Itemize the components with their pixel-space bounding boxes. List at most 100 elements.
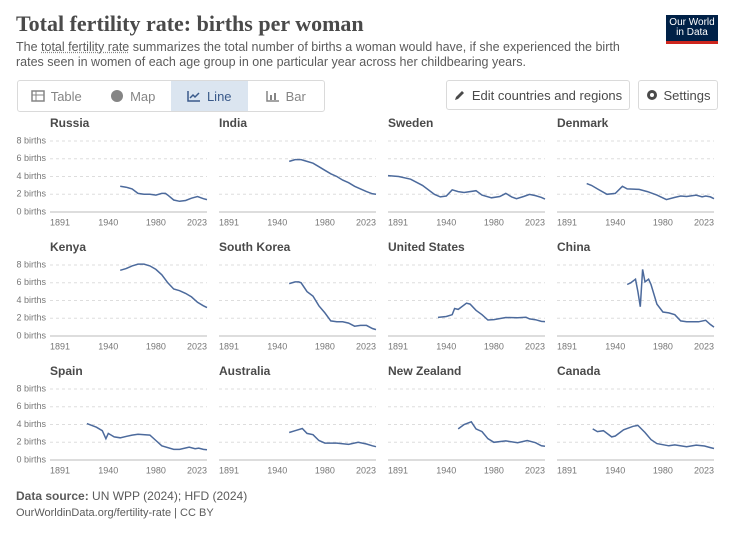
y-tick-label: 4 births [16, 295, 46, 305]
chart-title: Denmark [557, 116, 609, 130]
x-tick-label: 1891 [388, 217, 408, 227]
line [437, 302, 546, 323]
chart-title: Sweden [388, 116, 433, 130]
line [288, 158, 377, 196]
x-tick-label: 1980 [484, 465, 504, 475]
x-tick-label: 1940 [98, 465, 118, 475]
chart-title: China [557, 240, 591, 254]
line [457, 420, 546, 447]
x-tick-label: 2023 [525, 217, 545, 227]
tab-label: Map [130, 88, 156, 104]
chart-title: Russia [50, 116, 90, 130]
x-tick-label: 1940 [98, 341, 118, 351]
x-tick-label: 2023 [356, 465, 376, 475]
x-tick-label: 1980 [315, 465, 335, 475]
x-tick-label: 1940 [436, 217, 456, 227]
chart-title: Australia [219, 364, 271, 378]
x-tick-label: 1891 [557, 341, 577, 351]
tab-bar: Table Map Line Bar [17, 80, 325, 112]
subtitle: The total fertility rate summarizes the … [16, 40, 646, 70]
chart-title: United States [388, 240, 465, 254]
icon [646, 90, 657, 100]
y-tick-label: 2 births [16, 437, 46, 447]
x-tick-label: 1980 [653, 217, 673, 227]
button-label: Edit countries and regions [471, 87, 623, 103]
x-tick-label: 2023 [694, 341, 714, 351]
line [626, 269, 715, 328]
y-tick-label: 4 births [16, 419, 46, 429]
y-tick-label: 6 births [16, 277, 46, 287]
logo[interactable]: Our World in Data [666, 15, 718, 44]
chart-title: New Zealand [388, 364, 461, 378]
title: Total fertility rate: births per woman [16, 11, 364, 36]
chart-title: Spain [50, 364, 83, 378]
tab[interactable]: Bar [248, 81, 325, 111]
line [387, 174, 546, 200]
x-tick-label: 1891 [219, 217, 239, 227]
x-tick-label: 1980 [315, 341, 335, 351]
y-tick-label: 2 births [16, 189, 46, 199]
tab[interactable]: Map [95, 81, 172, 111]
x-tick-label: 1980 [315, 217, 335, 227]
line [120, 185, 208, 203]
x-tick-label: 1940 [267, 341, 287, 351]
x-tick-label: 1891 [50, 341, 70, 351]
x-tick-label: 2023 [694, 465, 714, 475]
tab-label: Bar [285, 88, 306, 104]
x-tick-label: 1891 [50, 465, 70, 475]
url[interactable]: OurWorldinData.org/fertility-rate | CC B… [16, 507, 214, 519]
y-tick-label: 0 births [16, 454, 46, 464]
tab-label: Table [50, 88, 82, 104]
y-tick-label: 8 births [16, 259, 46, 269]
tab[interactable]: Line [171, 81, 248, 111]
chart-title: South Korea [219, 240, 291, 254]
x-tick-label: 2023 [525, 341, 545, 351]
edit-button[interactable]: Edit countries and regions [446, 80, 630, 110]
settings-button[interactable]: Settings [638, 80, 718, 110]
x-tick-label: 2023 [187, 465, 207, 475]
x-tick-label: 2023 [187, 217, 207, 227]
subtitle-link[interactable]: total fertility rate [41, 40, 130, 54]
source-text: UN WPP (2024); HFD (2024) [88, 489, 248, 503]
x-tick-label: 2023 [187, 341, 207, 351]
icon [30, 90, 45, 102]
x-tick-label: 1980 [653, 341, 673, 351]
x-tick-label: 1980 [484, 341, 504, 351]
source: Data source: UN WPP (2024); HFD (2024) [16, 489, 247, 503]
subtitle-text: summarizes the total number of births a … [16, 40, 620, 69]
logo-text: Our World [669, 17, 715, 28]
line [288, 427, 377, 448]
x-tick-label: 2023 [356, 341, 376, 351]
line [86, 422, 208, 451]
x-tick-label: 1940 [267, 217, 287, 227]
x-tick-label: 1940 [98, 217, 118, 227]
x-tick-label: 1980 [146, 465, 166, 475]
x-tick-label: 1980 [146, 217, 166, 227]
x-tick-label: 1980 [653, 465, 673, 475]
x-tick-label: 2023 [694, 217, 714, 227]
y-tick-label: 8 births [16, 135, 46, 145]
y-tick-label: 6 births [16, 401, 46, 411]
x-tick-label: 1940 [436, 341, 456, 351]
x-tick-label: 2023 [356, 217, 376, 227]
y-tick-label: 0 births [16, 206, 46, 216]
x-tick-label: 1891 [50, 217, 70, 227]
subtitle-text: The [16, 40, 42, 54]
line [288, 281, 377, 331]
x-tick-label: 1891 [388, 341, 408, 351]
y-tick-label: 8 births [16, 383, 46, 393]
x-tick-label: 1891 [388, 465, 408, 475]
chart-title: Kenya [50, 240, 86, 254]
icon [454, 91, 464, 100]
x-tick-label: 1940 [267, 465, 287, 475]
x-tick-label: 2023 [525, 465, 545, 475]
icon [265, 91, 279, 102]
x-tick-label: 1980 [484, 217, 504, 227]
tab[interactable]: Table [18, 81, 95, 111]
line [592, 424, 715, 450]
x-tick-label: 1940 [605, 465, 625, 475]
chart-title: India [219, 116, 247, 130]
x-tick-label: 1891 [219, 465, 239, 475]
